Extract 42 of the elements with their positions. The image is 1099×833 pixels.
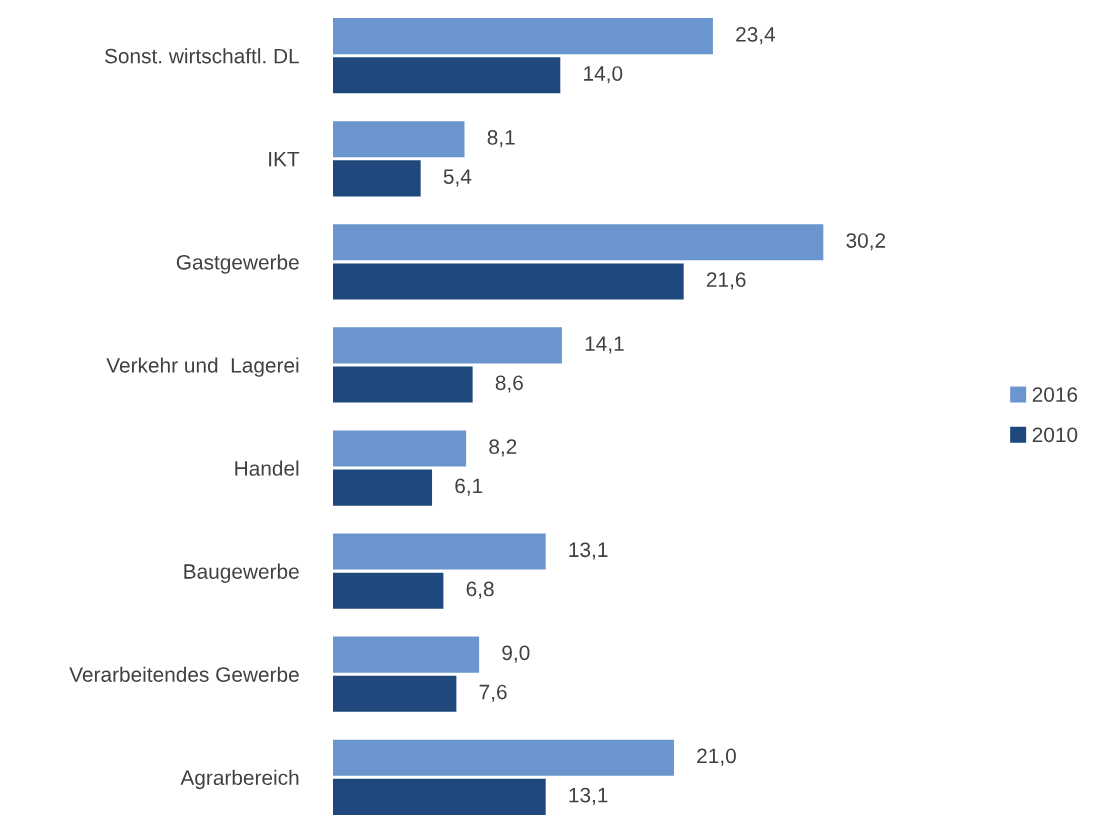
bar [333, 160, 421, 197]
data-label: 14,1 [585, 336, 624, 354]
data-label: 21,0 [697, 748, 736, 766]
bar [333, 224, 824, 261]
bar [333, 469, 433, 506]
bar [333, 533, 546, 570]
bar [333, 57, 561, 94]
bar [333, 327, 562, 364]
bar [333, 366, 473, 403]
data-label: 21,6 [706, 272, 746, 290]
y-tick-label: Gastgewerbe [176, 254, 299, 274]
data-label: 8,6 [495, 375, 523, 393]
data-label: 9,0 [502, 645, 530, 663]
y-tick-label: Handel [235, 460, 299, 476]
data-label: 13,1 [569, 787, 608, 805]
bar [333, 121, 465, 158]
bar [333, 18, 713, 55]
y-tick-label: Verarbeitendes Gewerbe [69, 666, 299, 682]
bar [333, 636, 480, 673]
data-label: 6,1 [455, 478, 483, 496]
data-label: 13,1 [569, 542, 608, 560]
y-tick-label: Agrarbereich [180, 769, 299, 790]
bar [333, 675, 457, 712]
y-tick-label: Sonst. wirtschaftl. DL [104, 48, 299, 64]
data-label: 14,0 [584, 66, 623, 84]
data-label: 7,6 [479, 684, 507, 702]
y-tick-label: IKT [269, 152, 300, 167]
data-label: 23,4 [736, 26, 776, 45]
bar [333, 430, 467, 467]
data-label: 6,8 [466, 581, 494, 599]
y-tick-label: Verkehr und Lagerei [106, 357, 299, 377]
bar [333, 778, 546, 815]
data-label: 8,2 [489, 439, 517, 457]
legend-label: 2010 [1032, 427, 1078, 443]
y-tick-label: Baugewerbe [184, 563, 299, 583]
data-label: 5,4 [443, 169, 472, 187]
bar [333, 739, 674, 776]
legend-label: 2016 [1032, 387, 1078, 402]
data-label: 8,1 [487, 130, 515, 148]
bar [333, 263, 684, 300]
data-label: 30,2 [846, 233, 886, 251]
bar [333, 572, 444, 609]
